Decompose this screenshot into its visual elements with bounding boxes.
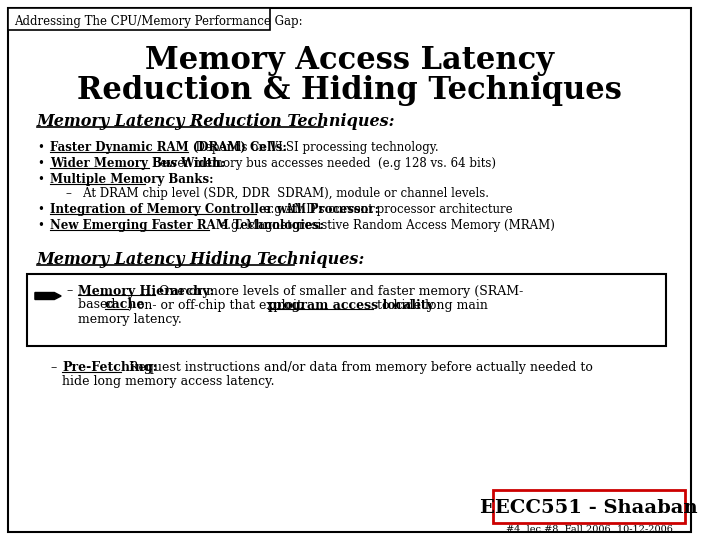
Text: –: – <box>50 361 57 375</box>
Text: based: based <box>78 299 119 312</box>
Text: Integration of Memory Controller with Processor:: Integration of Memory Controller with Pr… <box>50 204 379 217</box>
Text: •: • <box>37 141 44 154</box>
Text: EECC551 - Shaaban: EECC551 - Shaaban <box>480 499 698 517</box>
Text: program access locality: program access locality <box>269 299 434 312</box>
Text: #4  lec #8  Fall 2006  10-12-2006: #4 lec #8 Fall 2006 10-12-2006 <box>505 525 672 535</box>
Text: Memory Latency Reduction Techniques:: Memory Latency Reduction Techniques: <box>37 113 395 131</box>
Text: Memory Access Latency: Memory Access Latency <box>145 44 554 76</box>
Text: cache: cache <box>105 299 145 312</box>
Text: •: • <box>37 158 44 171</box>
Text: Memory Hierarchy:: Memory Hierarchy: <box>78 285 214 298</box>
Text: Multiple Memory Banks:: Multiple Memory Banks: <box>50 173 214 186</box>
Text: e.g. Magnetoresistive Random Access Memory (MRAM): e.g. Magnetoresistive Random Access Memo… <box>210 219 555 233</box>
Text: •: • <box>37 219 44 233</box>
FancyBboxPatch shape <box>8 8 691 532</box>
Text: Fewer memory bus accesses needed  (e.g 128 vs. 64 bits): Fewer memory bus accesses needed (e.g 12… <box>149 158 496 171</box>
Text: memory latency.: memory latency. <box>78 313 181 326</box>
Text: Faster Dynamic RAM (DRAM) Cells:: Faster Dynamic RAM (DRAM) Cells: <box>50 141 287 154</box>
Text: •: • <box>37 173 44 186</box>
Text: Memory Latency Hiding Techniques:: Memory Latency Hiding Techniques: <box>37 252 365 268</box>
Text: •: • <box>37 204 44 217</box>
Text: –: – <box>66 285 72 298</box>
FancyBboxPatch shape <box>8 8 270 30</box>
Text: –   At DRAM chip level (SDR, DDR  SDRAM), module or channel levels.: – At DRAM chip level (SDR, DDR SDRAM), m… <box>66 187 489 200</box>
Text: Addressing The CPU/Memory Performance Gap:: Addressing The CPU/Memory Performance Ga… <box>14 15 302 28</box>
Text: Wider Memory Bus Width:: Wider Memory Bus Width: <box>50 158 225 171</box>
FancyArrow shape <box>35 293 61 300</box>
FancyBboxPatch shape <box>493 490 685 523</box>
Text: Request instructions and/or data from memory before actually needed to: Request instructions and/or data from me… <box>121 361 593 375</box>
Text: Depends on VLSI processing technology.: Depends on VLSI processing technology. <box>188 141 438 154</box>
Text: Reduction & Hiding Techniques: Reduction & Hiding Techniques <box>77 75 622 105</box>
Text: to hide long main: to hide long main <box>373 299 487 312</box>
Text: Pre-Fetching:: Pre-Fetching: <box>62 361 158 375</box>
Text: ) on- or off-chip that exploit: ) on- or off-chip that exploit <box>127 299 305 312</box>
Text: e.g AMD's current processor architecture: e.g AMD's current processor architecture <box>256 204 513 217</box>
Text: New Emerging Faster RAM Technologies:: New Emerging Faster RAM Technologies: <box>50 219 324 233</box>
Text: One or more levels of smaller and faster memory (SRAM-: One or more levels of smaller and faster… <box>155 285 523 298</box>
FancyBboxPatch shape <box>27 274 666 346</box>
Text: hide long memory access latency.: hide long memory access latency. <box>62 375 274 388</box>
